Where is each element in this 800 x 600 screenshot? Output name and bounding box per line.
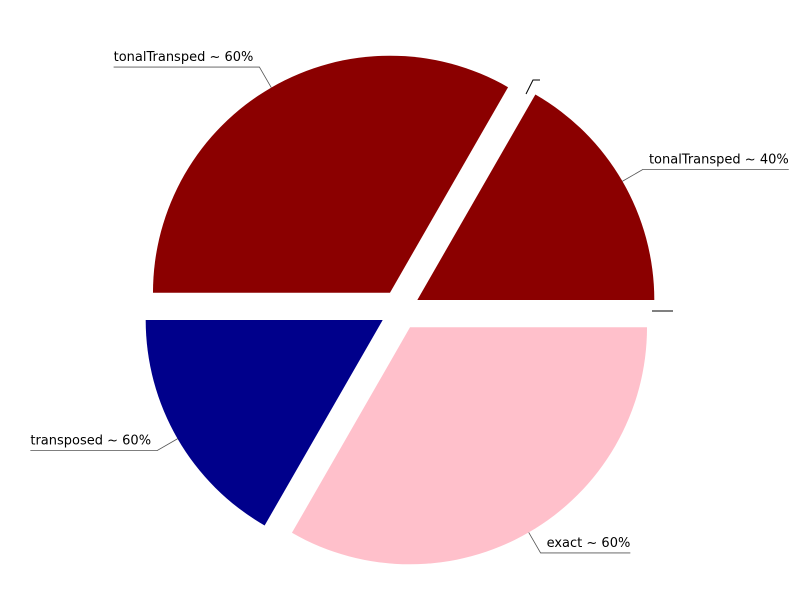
slice-label-transposed-60: transposed ~ 60% — [30, 434, 151, 449]
slice-label-tonal-transped-40: tonalTransped ~ 40% — [649, 152, 789, 167]
pie-slice-exact-60 — [291, 327, 648, 565]
leader-line-transposed-60 — [30, 438, 178, 452]
pie-slice-tonal-transped-60 — [152, 55, 509, 293]
pie-slice-transposed-60 — [145, 320, 383, 526]
slice-label-tonal-transped-60: tonalTransped ~ 60% — [114, 50, 254, 65]
leader-line-tonal-transped-60 — [113, 66, 272, 88]
leader-line-tonal-transped-40 — [622, 168, 789, 182]
axis-tick-mark — [525, 79, 540, 95]
leader-line-exact-60 — [528, 532, 631, 554]
slice-label-exact-60: exact ~ 60% — [547, 536, 631, 551]
pie-slice-tonal-transped-40 — [417, 94, 655, 300]
